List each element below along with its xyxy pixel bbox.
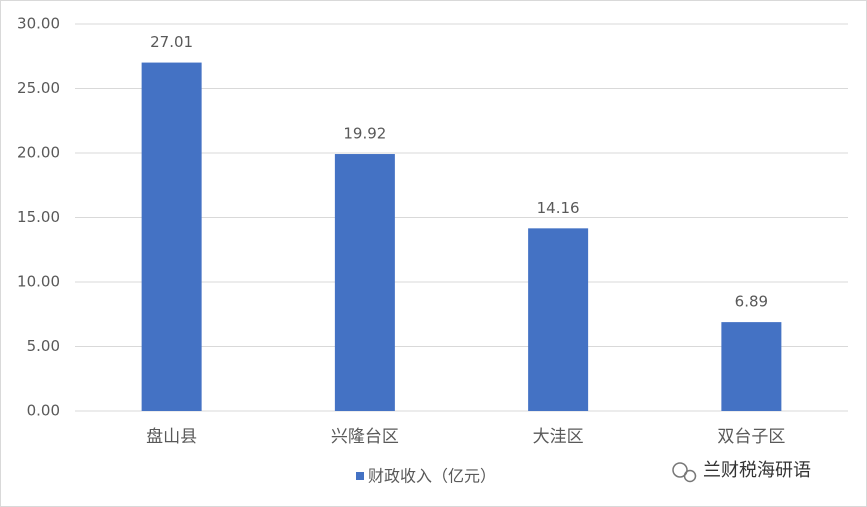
- y-tick-label: 0.00: [27, 402, 60, 420]
- y-tick-label: 5.00: [27, 337, 60, 355]
- bar: [721, 322, 782, 411]
- y-tick-label: 10.00: [17, 273, 60, 291]
- data-label: 19.92: [343, 125, 386, 143]
- watermark-text: 兰财税海研语: [703, 460, 811, 481]
- data-label: 14.16: [537, 199, 580, 217]
- legend-swatch: [356, 472, 364, 480]
- bar: [334, 154, 395, 412]
- x-tick-label: 双台子区: [717, 427, 785, 447]
- y-tick-label: 20.00: [17, 144, 60, 162]
- watermark: 兰财税海研语: [672, 460, 811, 483]
- data-label: 27.01: [150, 33, 193, 51]
- legend-label: 财政收入（亿元）: [368, 467, 496, 486]
- bar: [141, 62, 202, 412]
- y-tick-label: 15.00: [17, 208, 60, 226]
- watermark-icon: [672, 462, 688, 478]
- x-tick-label: 盘山县: [146, 427, 197, 447]
- y-tick-label: 30.00: [17, 15, 60, 33]
- data-label: 6.89: [735, 293, 768, 311]
- x-tick-label: 大洼区: [533, 427, 584, 447]
- y-tick-label: 25.00: [17, 79, 60, 97]
- bar: [528, 228, 589, 411]
- x-tick-label: 兴隆台区: [331, 427, 399, 447]
- watermark-icon: [683, 469, 697, 483]
